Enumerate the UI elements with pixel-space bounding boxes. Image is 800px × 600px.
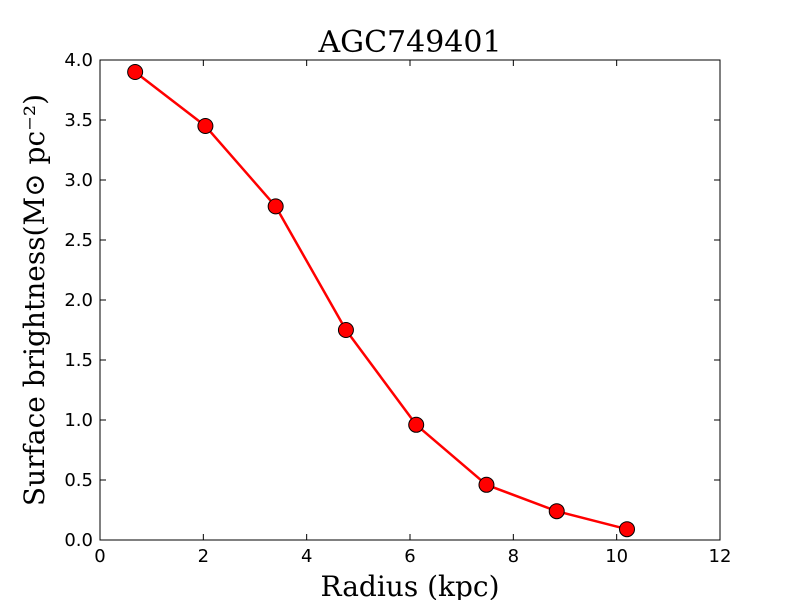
y-tick-label: 2.5 [64,230,93,251]
data-point-marker [408,416,425,433]
data-point-marker [127,64,144,80]
x-tick-label: 10 [605,546,628,567]
data-point-marker [619,521,635,538]
series-line [134,71,628,531]
x-tick-label: 12 [709,546,732,567]
x-tick-label: 4 [301,546,312,567]
data-point-marker [548,503,565,520]
x-tick-label: 0 [94,546,105,567]
y-tick-label: 0.5 [64,470,93,491]
data-point-marker [337,322,354,338]
y-tick-label: 0.0 [64,530,93,551]
data-point-marker [267,198,284,215]
data-point-marker [478,476,495,493]
x-tick-label: 6 [404,546,415,567]
x-tick-label: 8 [508,546,519,567]
series-markers [127,64,635,538]
x-axis-label: Radius (kpc) [320,570,499,600]
y-tick-label: 4.0 [64,50,93,71]
chart-title: AGC749401 [317,25,501,60]
y-tick-label: 2.0 [64,290,93,311]
data-point-marker [197,118,214,134]
y-tick-label: 1.0 [64,410,93,431]
y-tick-label: 1.5 [64,350,93,371]
series-lines [134,71,628,531]
y-tick-label: 3.5 [64,110,93,131]
plot-frame [99,59,721,541]
axis-ticks: 0 2 4 6 8 10 12 0.0 0.5 1.0 1.5 2.0 2.5 3.0 3.5 4.0 [64,50,731,567]
y-tick-label: 3.0 [64,170,93,191]
y-axis-label: Surface brightness(M⊙ pc⁻²) [18,94,51,506]
x-tick-label: 2 [198,546,209,567]
